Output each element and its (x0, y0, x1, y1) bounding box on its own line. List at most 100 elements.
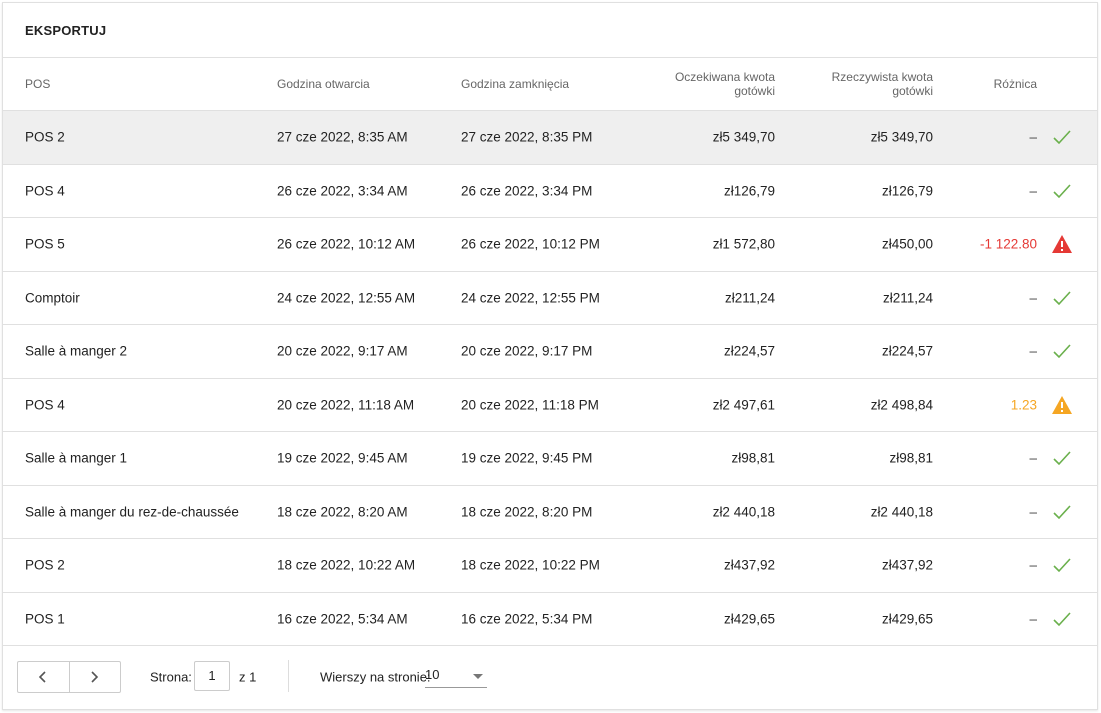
cell: POS 4 (25, 183, 65, 199)
status-icon (1051, 288, 1073, 308)
cell: – (1029, 129, 1037, 145)
cell: zł437,92 (723, 557, 775, 573)
cell: zł211,24 (724, 290, 775, 306)
table-row[interactable]: POS 1 16 cze 2022, 5:34 AM 16 cze 2022, 5:… (3, 593, 1097, 646)
column-header[interactable]: Rzeczywista kwota gotówki (831, 70, 933, 98)
cell: zł5 349,70 (712, 129, 775, 145)
cell: – (1029, 290, 1037, 306)
cell: -1 122.80 (979, 236, 1037, 252)
column-header[interactable]: Oczekiwana kwota gotówki (674, 70, 775, 98)
cell: zł1 572,80 (712, 236, 775, 252)
cell: – (1029, 183, 1037, 199)
cell: 18 cze 2022, 10:22 AM (277, 557, 416, 573)
card-header: EKSPORTUJ (3, 3, 1097, 58)
cell: 19 cze 2022, 9:45 AM (277, 450, 408, 466)
cell: 26 cze 2022, 3:34 AM (277, 183, 408, 199)
cell: zł450,00 (881, 236, 933, 252)
table-row[interactable]: POS 4 20 cze 2022, 11:18 AM 20 cze 2022, 1… (3, 379, 1097, 432)
cell: zł429,65 (881, 611, 933, 627)
next-button[interactable] (69, 662, 120, 692)
rows-select[interactable]: 10 (425, 667, 487, 688)
page-label: Strona: (150, 669, 192, 685)
pager (17, 661, 121, 693)
status-icon (1051, 127, 1073, 147)
cell: zł126,79 (881, 183, 933, 199)
cell: POS 2 (25, 557, 65, 573)
cell: 24 cze 2022, 12:55 PM (461, 290, 600, 306)
cell: Comptoir (25, 290, 80, 306)
cell: 18 cze 2022, 8:20 PM (461, 504, 593, 520)
prev-button[interactable] (18, 662, 70, 692)
column-header[interactable]: Godzina zamknięcia (461, 77, 570, 91)
cell: 20 cze 2022, 9:17 AM (277, 343, 408, 359)
cell: zł5 349,70 (870, 129, 933, 145)
table-footer: Strona: 1 z 1 Wierszy na stronie: 10 (3, 646, 1097, 708)
cell: 16 cze 2022, 5:34 PM (461, 611, 593, 627)
cell: 26 cze 2022, 10:12 AM (277, 236, 416, 252)
cell: 18 cze 2022, 10:22 PM (461, 557, 600, 573)
title[interactable]: EKSPORTUJ (25, 23, 107, 38)
column-header[interactable]: POS (25, 77, 51, 91)
cell: 26 cze 2022, 10:12 PM (461, 236, 600, 252)
status-icon (1051, 448, 1073, 468)
cell: zł224,57 (723, 343, 775, 359)
cell: 26 cze 2022, 3:34 PM (461, 183, 593, 199)
cell: zł2 440,18 (712, 504, 775, 520)
cell: 16 cze 2022, 5:34 AM (277, 611, 408, 627)
cell: 24 cze 2022, 12:55 AM (277, 290, 416, 306)
cell: – (1029, 557, 1037, 573)
cell: zł2 440,18 (870, 504, 933, 520)
cell: 1.23 (1010, 397, 1037, 413)
cell: – (1029, 504, 1037, 520)
table-row[interactable]: POS 4 26 cze 2022, 3:34 AM 26 cze 2022, 3:… (3, 165, 1097, 218)
cell: zł98,81 (731, 450, 775, 466)
status-icon (1051, 555, 1073, 575)
cell: zł98,81 (889, 450, 933, 466)
table-row[interactable]: Salle à manger 2 20 cze 2022, 9:17 AM 20 c… (3, 325, 1097, 379)
cell: 18 cze 2022, 8:20 AM (277, 504, 408, 520)
status-icon (1051, 502, 1073, 522)
cell: zł2 497,61 (712, 397, 775, 413)
cell: zł224,57 (881, 343, 933, 359)
cell: Salle à manger 2 (25, 343, 128, 359)
cell: 20 cze 2022, 11:18 AM (277, 397, 415, 413)
cell: zł2 498,84 (870, 397, 933, 413)
table-row[interactable]: Salle à manger du rez-de-chaussée 18 cze … (3, 486, 1097, 539)
status-icon (1051, 234, 1073, 254)
cell: 20 cze 2022, 9:17 PM (461, 343, 593, 359)
cell: zł211,24 (882, 290, 933, 306)
cell: 19 cze 2022, 9:45 PM (461, 450, 593, 466)
cell: 20 cze 2022, 11:18 PM (461, 397, 599, 413)
cell: – (1029, 343, 1037, 359)
cell: POS 2 (25, 129, 65, 145)
cell: – (1029, 450, 1037, 466)
column-header[interactable]: Godzina otwarcia (277, 77, 370, 91)
cell: POS 5 (25, 236, 65, 252)
cell: 27 cze 2022, 8:35 PM (461, 129, 593, 145)
table-row[interactable]: POS 2 27 cze 2022, 8:35 AM 27 cze 2022, 8:… (3, 111, 1097, 165)
table-row[interactable]: Comptoir 24 cze 2022, 12:55 AM 24 cze 2022… (3, 272, 1097, 325)
status-icon (1051, 609, 1073, 629)
separator (288, 660, 289, 692)
cell: POS 4 (25, 397, 65, 413)
cell: Salle à manger du rez-de-chaussée (25, 504, 239, 520)
page-input[interactable]: 1 (194, 661, 230, 691)
cell: zł429,65 (723, 611, 775, 627)
status-icon (1051, 395, 1073, 415)
cell: zł126,79 (723, 183, 775, 199)
table-row[interactable]: POS 2 18 cze 2022, 10:22 AM 18 cze 2022, 1… (3, 539, 1097, 593)
rows-value: 10 (425, 667, 440, 682)
column-header[interactable]: Różnica (993, 77, 1037, 91)
status-icon (1051, 181, 1073, 201)
column-header-row: POS Godzina otwarcia Godzina zamknięcia Ocz… (3, 58, 1097, 111)
status-icon (1051, 341, 1073, 361)
cell: zł437,92 (881, 557, 933, 573)
cell: Salle à manger 1 (25, 450, 128, 466)
cell: – (1029, 611, 1037, 627)
rows-label: Wierszy na stronie: (320, 669, 431, 685)
table-row[interactable]: POS 5 26 cze 2022, 10:12 AM 26 cze 2022, 1… (3, 218, 1097, 272)
table-body: POS 2 27 cze 2022, 8:35 AM 27 cze 2022, 8:… (3, 111, 1097, 646)
table-row[interactable]: Salle à manger 1 19 cze 2022, 9:45 AM 19 c… (3, 432, 1097, 486)
cell: POS 1 (25, 611, 65, 627)
cell: 27 cze 2022, 8:35 AM (277, 129, 408, 145)
